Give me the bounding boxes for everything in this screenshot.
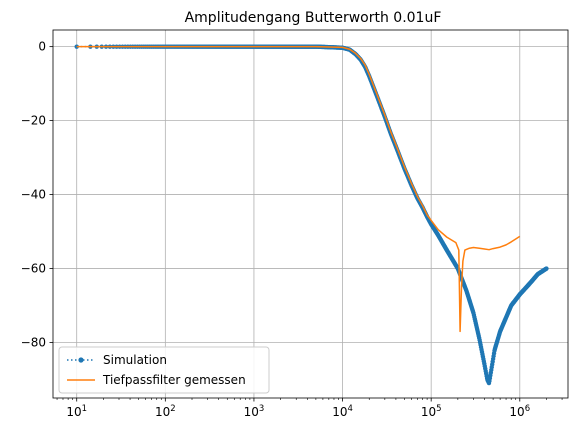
series-markers-simulation <box>74 44 549 386</box>
series-line-measured <box>76 45 521 333</box>
legend-label: Simulation <box>103 353 167 367</box>
plot-frame <box>52 29 569 399</box>
y-tick-label: −80 <box>21 336 46 350</box>
x-tick-label: 106 <box>509 404 530 419</box>
y-tick-label: −20 <box>21 114 46 128</box>
x-tick-label: 102 <box>155 404 176 419</box>
y-axis: 0 −20 −40 −60 −80 <box>21 40 53 350</box>
data-point <box>544 266 549 271</box>
y-tick-label: 0 <box>38 40 46 54</box>
x-axis: 101 102 103 104 105 106 <box>56 398 563 419</box>
legend-marker-simulation <box>78 357 84 363</box>
x-tick-label: 105 <box>421 404 442 419</box>
x-tick-label: 101 <box>66 404 87 419</box>
series-layer <box>74 44 549 386</box>
legend-label: Tiefpassfilter gemessen <box>102 373 246 387</box>
y-tick-label: −40 <box>21 188 46 202</box>
x-tick-label: 104 <box>332 404 353 419</box>
grid-lines <box>53 30 568 398</box>
chart-title: Amplitudengang Butterworth 0.01uF <box>185 10 442 26</box>
y-tick-label: −60 <box>21 262 46 276</box>
x-tick-label: 103 <box>244 404 265 419</box>
legend: Simulation Tiefpassfilter gemessen <box>58 346 270 394</box>
legend-box <box>58 346 270 394</box>
